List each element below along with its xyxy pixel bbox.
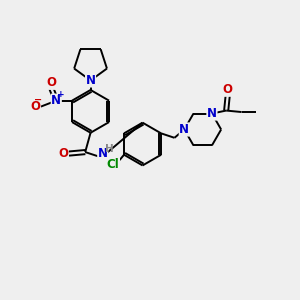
Text: H: H: [106, 144, 114, 154]
Text: O: O: [58, 147, 68, 160]
Text: +: +: [57, 90, 65, 99]
Text: O: O: [223, 83, 233, 96]
Text: N: N: [85, 74, 96, 87]
Text: N: N: [51, 94, 61, 107]
Text: O: O: [31, 100, 40, 113]
Text: −: −: [34, 95, 42, 105]
Text: Cl: Cl: [107, 158, 119, 171]
Text: N: N: [179, 123, 189, 136]
Text: O: O: [46, 76, 56, 89]
Text: N: N: [207, 107, 217, 120]
Text: N: N: [98, 147, 108, 161]
